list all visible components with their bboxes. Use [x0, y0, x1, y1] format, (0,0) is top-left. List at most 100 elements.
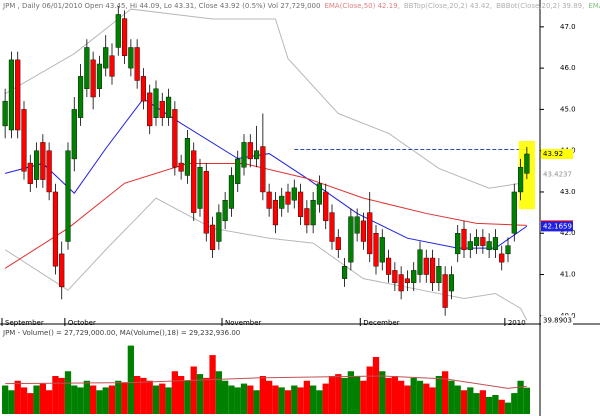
- volume-bar: [46, 390, 53, 414]
- candle-body: [310, 200, 316, 226]
- candle-body: [96, 63, 103, 89]
- candle-body: [222, 200, 228, 222]
- volume-bar: [435, 376, 442, 414]
- volume-bar: [83, 380, 90, 414]
- price-tag: [541, 221, 573, 232]
- candle-body: [480, 237, 486, 246]
- volume-bar: [429, 387, 436, 414]
- legend-entry: BBBot(Close,20,2) 39.89,: [496, 2, 584, 10]
- volume-bar: [52, 376, 59, 414]
- volume-bar: [71, 385, 78, 414]
- volume-bar: [310, 385, 317, 414]
- price-tag-label: 43.92: [543, 150, 563, 158]
- candle-body: [360, 220, 367, 242]
- volume-bar: [322, 383, 329, 414]
- candle-body: [499, 253, 505, 263]
- candle-body: [436, 266, 442, 283]
- candle-body: [423, 257, 429, 275]
- candle-body: [291, 187, 297, 201]
- volume-bar: [504, 402, 512, 414]
- legend-entry: EMA(Close,50) 42.19,: [324, 2, 399, 10]
- candle-body: [147, 92, 153, 127]
- candle-body: [486, 241, 492, 250]
- candle-body: [71, 109, 77, 160]
- volume-ma-line: [5, 375, 527, 389]
- candle-body: [297, 191, 304, 217]
- volume-bar: [58, 377, 65, 414]
- candle-body: [15, 59, 21, 131]
- price-tag: [541, 148, 573, 159]
- price-tag-label: 42.1659: [543, 222, 572, 230]
- volume-bar: [341, 377, 348, 414]
- price-tag-label: 39.8903: [543, 316, 572, 324]
- candle-body: [379, 237, 385, 263]
- volume-bar: [366, 366, 373, 414]
- candle-body: [411, 270, 417, 283]
- volume-bar: [398, 380, 405, 414]
- volume-bar: [14, 380, 21, 414]
- volume-bar: [196, 374, 204, 414]
- candle-body: [266, 191, 272, 209]
- price-tag: [541, 169, 573, 180]
- candle-body: [398, 274, 404, 292]
- volume-bar: [1, 385, 9, 414]
- candle-body: [272, 200, 279, 226]
- y-tick-label: 41.0: [560, 271, 576, 279]
- candle-body: [354, 216, 360, 234]
- volume-bar: [316, 390, 323, 414]
- volume-bar: [27, 393, 34, 414]
- volume-bar: [165, 387, 172, 414]
- candle-body: [279, 195, 285, 209]
- y-tick-label: 47.0: [560, 23, 576, 31]
- volume-bar: [203, 377, 210, 414]
- candle-body: [216, 212, 222, 242]
- candle-body: [153, 88, 159, 118]
- volume-bar: [272, 385, 279, 414]
- volume-bar: [473, 393, 480, 414]
- y-tick-label: 46.0: [560, 64, 576, 72]
- volume-bar: [328, 376, 336, 414]
- candle-body: [184, 138, 191, 176]
- volume-bar: [184, 380, 191, 414]
- candle-body: [417, 249, 423, 275]
- candle-body: [392, 270, 398, 283]
- candle-body: [341, 266, 348, 279]
- candle-body: [103, 47, 109, 69]
- volume-bar: [347, 371, 354, 414]
- candle-body: [511, 191, 517, 234]
- x-tick-label: November: [225, 319, 262, 327]
- candle-body: [285, 191, 291, 205]
- candle-body: [228, 175, 235, 209]
- legend-entry: EMA(Close,200) 39.55: [588, 2, 600, 10]
- candle-body: [172, 109, 178, 168]
- volume-bar: [379, 371, 386, 414]
- candle-body: [27, 162, 33, 184]
- candle-body: [505, 245, 511, 255]
- volume-bar: [523, 387, 530, 414]
- volume-bar: [416, 380, 424, 414]
- candle-body: [203, 171, 209, 234]
- candle-body: [367, 212, 373, 255]
- volume-bar: [234, 387, 241, 414]
- volume-bar: [96, 390, 103, 414]
- volume-bar: [228, 385, 235, 414]
- candle-body: [373, 233, 379, 267]
- volume-bar: [467, 387, 474, 414]
- volume-bar: [20, 387, 28, 414]
- volume-bar: [146, 380, 153, 414]
- volume-bar: [159, 383, 166, 414]
- volume-bar: [140, 377, 147, 414]
- candle-body: [134, 47, 140, 81]
- candle-body: [159, 100, 165, 118]
- candle-body: [404, 278, 411, 283]
- volume-bar: [39, 383, 46, 414]
- volume-bar: [64, 371, 72, 414]
- candle-body: [52, 191, 59, 267]
- volume-bar: [486, 396, 493, 414]
- candle-body: [128, 47, 134, 69]
- candle-body: [492, 237, 499, 250]
- volume-bar: [266, 380, 273, 414]
- volume-bar: [171, 371, 178, 414]
- volume-bar: [442, 371, 449, 414]
